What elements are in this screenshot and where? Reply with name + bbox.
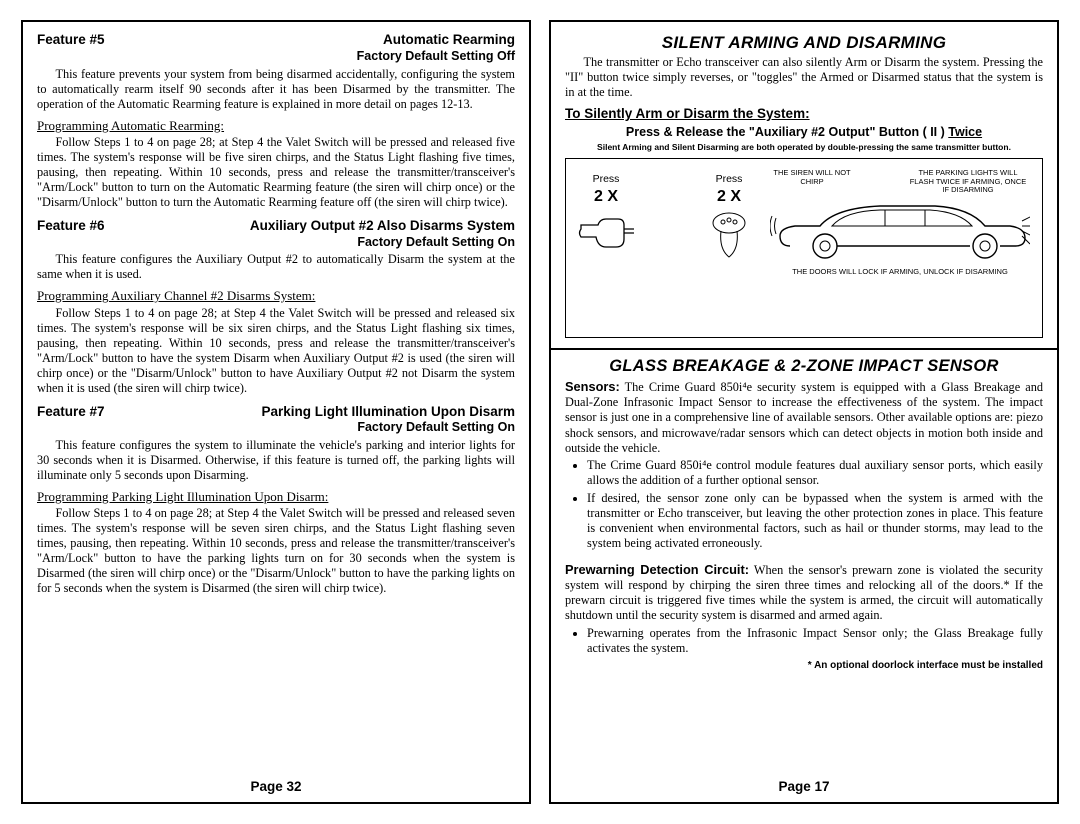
- parking-label: THE PARKING LIGHTS WILL FLASH TWICE IF A…: [908, 169, 1028, 194]
- feature-7-prog-heading: Programming Parking Light Illumination U…: [37, 489, 515, 505]
- glass-title: GLASS BREAKAGE & 2-ZONE IMPACT SENSOR: [565, 356, 1043, 377]
- divider: [551, 348, 1057, 350]
- feature-6-default: Factory Default Setting On: [37, 235, 515, 251]
- hand-press-icon: [701, 209, 757, 265]
- feature-5-num: Feature #5: [37, 32, 105, 49]
- car-icon: [770, 196, 1030, 266]
- sensor-bullet-1: The Crime Guard 850i⁴e control module fe…: [587, 458, 1043, 488]
- feature-7-prog-body: Follow Steps 1 to 4 on page 28; at Step …: [37, 506, 515, 596]
- feature-7-default: Factory Default Setting On: [37, 420, 515, 436]
- feature-5-prog-body: Follow Steps 1 to 4 on page 28; at Step …: [37, 135, 515, 210]
- footnote: * An optional doorlock interface must be…: [565, 660, 1043, 673]
- prewarn-bullet-1: Prewarning operates from the Infrasonic …: [587, 626, 1043, 656]
- feature-6-prog-heading: Programming Auxiliary Channel #2 Disarms…: [37, 288, 515, 304]
- feature-5-title: Automatic Rearming: [383, 32, 515, 49]
- hand-2: Press 2 X: [701, 173, 757, 264]
- feature-5-default: Factory Default Setting Off: [37, 49, 515, 65]
- small-note: Silent Arming and Silent Disarming are b…: [565, 142, 1043, 153]
- sensors-lead: Sensors:: [565, 379, 620, 394]
- feature-7-title: Parking Light Illumination Upon Disarm: [261, 404, 515, 421]
- press-label-2: Press: [701, 173, 757, 186]
- hand-point-icon: [576, 209, 636, 257]
- silent-intro: The transmitter or Echo transceiver can …: [565, 55, 1043, 100]
- hand-1: Press 2 X: [576, 173, 636, 256]
- diagram-box: Press 2 X Press 2 X THE SIR: [565, 158, 1043, 338]
- sensors-body: The Crime Guard 850i⁴e security system i…: [565, 380, 1043, 455]
- prewarn-para: Prewarning Detection Circuit: When the s…: [565, 562, 1043, 624]
- feature-6-body: This feature configures the Auxiliary Ou…: [37, 252, 515, 282]
- press-line-text: Press & Release the "Auxiliary #2 Output…: [626, 125, 948, 139]
- left-page: Feature #5 Automatic Rearming Factory De…: [21, 20, 531, 804]
- feature-5-prog-heading: Programming Automatic Rearming:: [37, 118, 515, 134]
- silent-sub: To Silently Arm or Disarm the System:: [565, 106, 1043, 123]
- right-page-num: Page 17: [565, 773, 1043, 796]
- sensors-para: Sensors: The Crime Guard 850i⁴e security…: [565, 379, 1043, 456]
- doors-label: THE DOORS WILL LOCK IF ARMING, UNLOCK IF…: [766, 268, 1034, 276]
- sensor-bullets: The Crime Guard 850i⁴e control module fe…: [565, 458, 1043, 553]
- feature-6-prog-body: Follow Steps 1 to 4 on page 28; at Step …: [37, 306, 515, 396]
- feature-5-body: This feature prevents your system from b…: [37, 67, 515, 112]
- left-page-num: Page 32: [37, 773, 515, 796]
- feature-6-header: Feature #6 Auxiliary Output #2 Also Disa…: [37, 218, 515, 235]
- silent-title: SILENT ARMING AND DISARMING: [565, 32, 1043, 53]
- feature-6-num: Feature #6: [37, 218, 105, 235]
- sensor-bullet-2: If desired, the sensor zone only can be …: [587, 491, 1043, 552]
- siren-label: THE SIREN WILL NOT CHIRP: [772, 169, 852, 194]
- feature-7-num: Feature #7: [37, 404, 105, 421]
- press-line-twice: Twice: [948, 125, 982, 139]
- feature-7-body: This feature configures the system to il…: [37, 438, 515, 483]
- press-count-1: 2 X: [576, 187, 636, 207]
- press-count-2: 2 X: [701, 187, 757, 207]
- feature-5-header: Feature #5 Automatic Rearming: [37, 32, 515, 49]
- prewarn-lead: Prewarning Detection Circuit:: [565, 562, 749, 577]
- feature-7-header: Feature #7 Parking Light Illumination Up…: [37, 404, 515, 421]
- feature-6-title: Auxiliary Output #2 Also Disarms System: [250, 218, 515, 235]
- right-page: SILENT ARMING AND DISARMING The transmit…: [549, 20, 1059, 804]
- car-area: THE SIREN WILL NOT CHIRP THE PARKING LIG…: [766, 169, 1034, 276]
- car-top-labels: THE SIREN WILL NOT CHIRP THE PARKING LIG…: [766, 169, 1034, 194]
- press-label-1: Press: [576, 173, 636, 186]
- prewarn-bullets: Prewarning operates from the Infrasonic …: [565, 626, 1043, 658]
- press-line: Press & Release the "Auxiliary #2 Output…: [565, 125, 1043, 141]
- page-spread: Feature #5 Automatic Rearming Factory De…: [21, 20, 1059, 804]
